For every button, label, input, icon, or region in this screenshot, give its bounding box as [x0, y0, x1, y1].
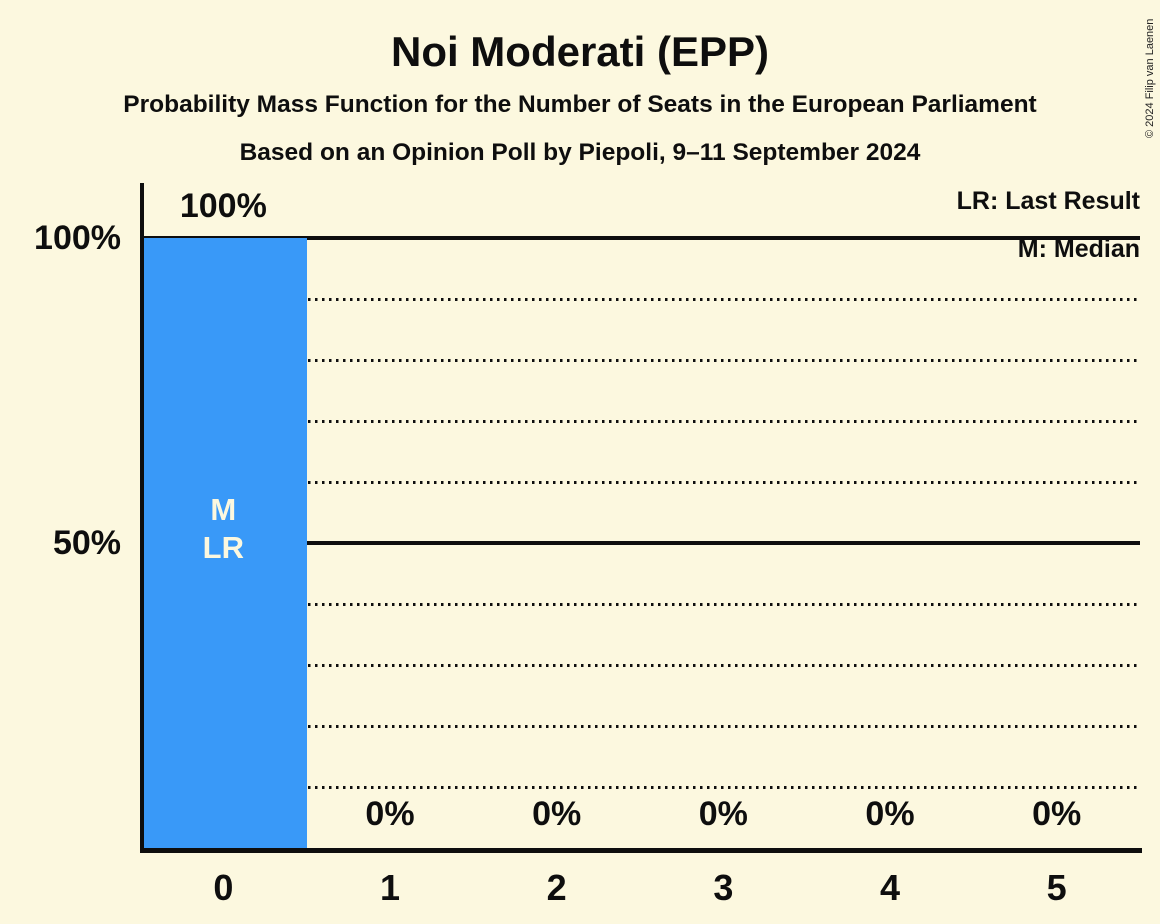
gridline-dotted-40pct	[140, 602, 1140, 606]
y-axis-label-100pct: 100%	[34, 219, 121, 257]
chart-subtitle-pmf: Probability Mass Function for the Number…	[123, 91, 1037, 118]
x-axis-tick-labels: 0 1 2 3 4 5	[140, 866, 1140, 910]
bar-value-label-seats-3: 0%	[698, 795, 748, 833]
copyright-notice: © 2024 Filip van Laenen	[1144, 18, 1156, 138]
gridline-dotted-10pct	[140, 785, 1140, 789]
legend-last-result-label: LR: Last Result	[956, 187, 1140, 215]
gridline-dotted-60pct	[140, 480, 1140, 484]
x-axis-line	[140, 848, 1142, 853]
x-axis-label-seats-1: 1	[379, 867, 400, 908]
bar-value-label-seats-2: 0%	[532, 795, 582, 833]
bar-annotation-median-last-result: M LR	[203, 491, 244, 567]
bar-value-label-seats-0: 100%	[179, 187, 267, 225]
bar-value-label-seats-1: 0%	[365, 795, 415, 833]
y-axis-line	[140, 183, 144, 848]
x-axis-label-seats-0: 0	[213, 867, 234, 908]
gridline-dotted-90pct	[140, 297, 1140, 301]
bar-value-label-seats-4: 0%	[865, 795, 915, 833]
bar-value-label-seats-5: 0%	[1032, 795, 1082, 833]
y-axis-label-50pct: 50%	[52, 524, 121, 562]
bar-annotation-host-seats-0: M LR	[140, 238, 307, 848]
plot-area: 100% 0% 0% 0% 0% 0% M LR	[140, 187, 1140, 848]
x-axis-label-seats-5: 5	[1046, 867, 1067, 908]
x-axis-label-seats-4: 4	[879, 867, 900, 908]
bar-seats-0	[140, 238, 307, 848]
bar-annotation-line-m: M	[210, 492, 237, 527]
gridline-dotted-20pct	[140, 724, 1140, 728]
page-title: Noi Moderati (EPP)	[390, 28, 770, 75]
gridline-dotted-80pct	[140, 358, 1140, 362]
gridline-dotted-70pct	[140, 419, 1140, 423]
x-axis-label-seats-3: 3	[713, 867, 734, 908]
x-axis-label-seats-2: 2	[546, 867, 567, 908]
gridline-dotted-30pct	[140, 663, 1140, 667]
gridline-solid-100pct	[140, 236, 1140, 240]
bar-annotation-line-lr: LR	[202, 530, 244, 565]
chart-subtitle-poll-source: Based on an Opinion Poll by Piepoli, 9–1…	[239, 139, 921, 166]
gridline-solid-50pct	[140, 541, 1140, 545]
